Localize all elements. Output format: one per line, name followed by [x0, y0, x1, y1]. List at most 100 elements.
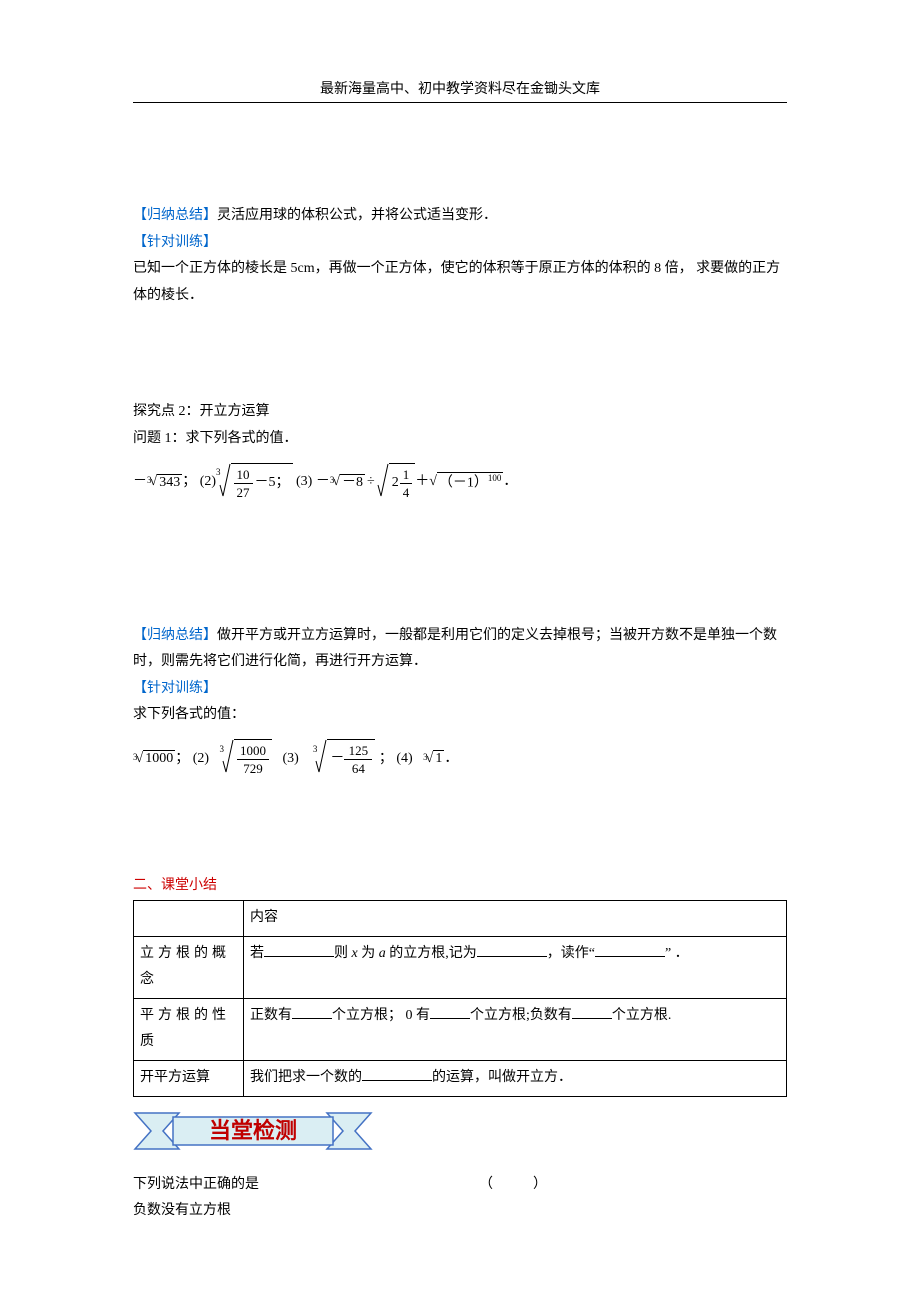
row1-left: 立方根的概念 — [134, 936, 244, 998]
row1-right: 若 则 x 为 a 的立方根,记为 ，读作“ ” ． — [244, 936, 787, 998]
empty-cell — [134, 900, 244, 936]
t: 正数有 — [250, 1008, 292, 1023]
div-op: ÷ — [367, 474, 375, 491]
sep: ； — [379, 751, 393, 768]
radical-svg-icon — [377, 463, 389, 497]
t: 则 — [334, 946, 348, 961]
sep: ； — [175, 751, 189, 768]
block1-text1: 灵活应用球的体积公式，并将公式适当变形． — [217, 208, 497, 223]
t: 的立方根,记为 — [389, 946, 477, 961]
blank — [595, 943, 665, 957]
header-underline — [133, 102, 787, 103]
end: ． — [503, 474, 517, 491]
blank — [430, 1005, 470, 1019]
cube-index: 3 — [147, 475, 152, 486]
label-4: (4) — [396, 751, 412, 768]
summary-heading: 二、课堂小结 — [133, 874, 787, 894]
cube-index: 3 — [133, 752, 138, 763]
frac-den: 27 — [234, 484, 253, 499]
label-2: (2) — [200, 474, 216, 491]
col-header: 内容 — [244, 900, 787, 936]
banner-wrapper: 当堂检测 — [133, 1107, 787, 1160]
t: 为 — [361, 946, 375, 961]
banner-text: 当堂检测 — [209, 1118, 297, 1143]
t: ，读作“ — [547, 946, 595, 961]
quiz: 下列说法中正确的是 （ ） 负数没有立方根 — [133, 1172, 787, 1225]
frac-num: 1000 — [237, 744, 269, 760]
radicand-pow: （－1）100 — [437, 472, 504, 492]
block1: 【归纳总结】灵活应用球的体积公式，并将公式适当变形． 【针对训练】 已知一个正方… — [133, 203, 787, 309]
summary-tag: 【归纳总结】 — [133, 208, 217, 223]
big-radical: 1000 729 — [222, 739, 272, 779]
tail: －5； — [255, 475, 290, 492]
big-radicand: 1000 729 — [234, 739, 272, 779]
t: 若 — [250, 946, 264, 961]
fraction: 10 27 — [234, 468, 253, 499]
plus-op: ＋ — [415, 474, 429, 491]
big-radicand: － 125 64 — [327, 739, 375, 779]
big-radicand: 10 27 －5； — [231, 463, 293, 503]
summary-tag: 【归纳总结】 — [133, 628, 217, 643]
fraction: 1000 729 — [237, 744, 269, 775]
var-x: x — [352, 946, 358, 961]
explore-title: 探究点 2：开立方运算 — [133, 404, 270, 419]
big-radical: 10 27 －5； — [219, 463, 293, 503]
practice-tag: 【针对训练】 — [133, 235, 217, 250]
t: 个立方根； 0 有 — [332, 1008, 430, 1023]
t: 个立方根. — [612, 1008, 672, 1023]
page-header: 最新海量高中、初中教学资料尽在金锄头文库 — [133, 78, 787, 98]
radicand: 1000 — [143, 750, 175, 768]
label-3: (3) — [296, 474, 312, 491]
quiz-stem: 下列说法中正确的是 — [133, 1177, 259, 1192]
t: 的运算，叫做开立方． — [432, 1070, 572, 1085]
row2-left: 平方根的性质 — [134, 998, 244, 1060]
frac-num: 10 — [234, 468, 253, 484]
big-radicand: 2 1 4 — [389, 463, 416, 503]
t: 个立方根;负数有 — [470, 1008, 572, 1023]
label-2: (2) — [193, 751, 209, 768]
block2-header: 探究点 2：开立方运算 问题 1：求下列各式的值． — [133, 399, 787, 452]
blank — [292, 1005, 332, 1019]
cube-index: 3 — [216, 467, 221, 478]
frac-num: 1 — [400, 468, 413, 484]
neg-sign: － — [330, 751, 344, 768]
neg-sign: － — [133, 474, 147, 491]
frac-den: 729 — [240, 760, 266, 775]
paren-close: ） — [533, 1177, 547, 1192]
block1-text2: 已知一个正方体的棱长是 5cm，再做一个正方体，使它的体积等于原正方体的体积的 … — [133, 261, 780, 303]
frac-num: 125 — [344, 744, 372, 760]
table-row: 立方根的概念 若 则 x 为 a 的立方根,记为 ，读作“ ” ． — [134, 936, 787, 998]
pow-base: （－1） — [439, 476, 488, 491]
var-a: a — [379, 946, 386, 961]
block3-text2: 求下列各式的值： — [133, 707, 245, 722]
table-row: 开平方运算 我们把求一个数的的运算，叫做开立方． — [134, 1060, 787, 1096]
label-3: (3) — [283, 751, 299, 768]
mixed-number: 2 1 4 — [392, 468, 413, 499]
summary-table: 内容 立方根的概念 若 则 x 为 a 的立方根,记为 ，读作“ ” ． 平方根的性质… — [133, 900, 787, 1097]
quiz-option: 负数没有立方根 — [133, 1203, 231, 1218]
end: ． — [444, 751, 458, 768]
row2-right: 正数有 个立方根； 0 有 个立方根;负数有 个立方根. — [244, 998, 787, 1060]
paren-open: （ — [479, 1177, 493, 1192]
big-radical: － 125 64 — [315, 739, 375, 779]
cube-index: 3 — [423, 752, 428, 763]
problem-title: 问题 1：求下列各式的值． — [133, 431, 298, 446]
radicand-neg8: －8 — [340, 474, 365, 492]
fraction: 1 4 — [400, 468, 413, 499]
frac-den: 64 — [349, 760, 368, 775]
row3-right: 我们把求一个数的的运算，叫做开立方． — [244, 1060, 787, 1096]
block3-text1: 做开平方或开立方运算时，一般都是利用它们的定义去掉根号；当被开方数不是单独一个数… — [133, 628, 777, 670]
sep: ； — [182, 474, 196, 491]
neg-sign: － — [316, 474, 330, 491]
big-radical: 2 1 4 — [377, 463, 416, 503]
block3: 【归纳总结】做开平方或开立方运算时，一般都是利用它们的定义去掉根号；当被开方数不… — [133, 623, 787, 729]
fraction: 125 64 — [344, 744, 372, 775]
math-expression-2: 3√1000 ； (2) 3 1000 729 (3) 3 － 12 — [133, 739, 787, 779]
math-expression-1: － 3√343 ； (2) 3 10 27 －5； (3) － 3√－8 ÷ 2 — [133, 463, 787, 503]
practice-tag: 【针对训练】 — [133, 681, 217, 696]
mixed-whole: 2 — [392, 475, 399, 492]
t: ” ． — [665, 946, 689, 961]
cube-index: 3 — [330, 475, 335, 486]
radicand: 343 — [157, 474, 182, 492]
table-row: 内容 — [134, 900, 787, 936]
